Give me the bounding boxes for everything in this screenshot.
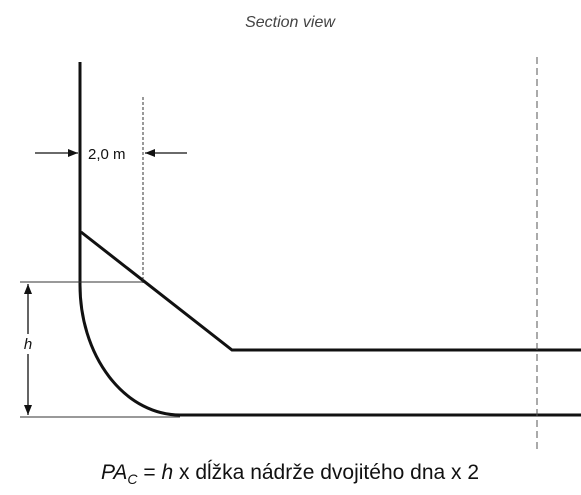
title: Section view (245, 14, 336, 31)
caption-subscript: C (127, 471, 138, 487)
outer-shell (78, 62, 581, 417)
height-label: h (24, 336, 32, 353)
caption-symbol: PA (101, 461, 127, 484)
caption-rest: x dĺžka nádrže dvojitého dna x 2 (173, 460, 479, 484)
caption: PAC = h x dĺžka nádrže dvojitého dna x 2 (101, 460, 479, 487)
width-label: 2,0 m (88, 146, 126, 163)
inner-bottom (80, 230, 581, 352)
label-bg (20, 334, 36, 354)
caption-equals: = (138, 461, 162, 484)
caption-variable: h (161, 461, 173, 484)
